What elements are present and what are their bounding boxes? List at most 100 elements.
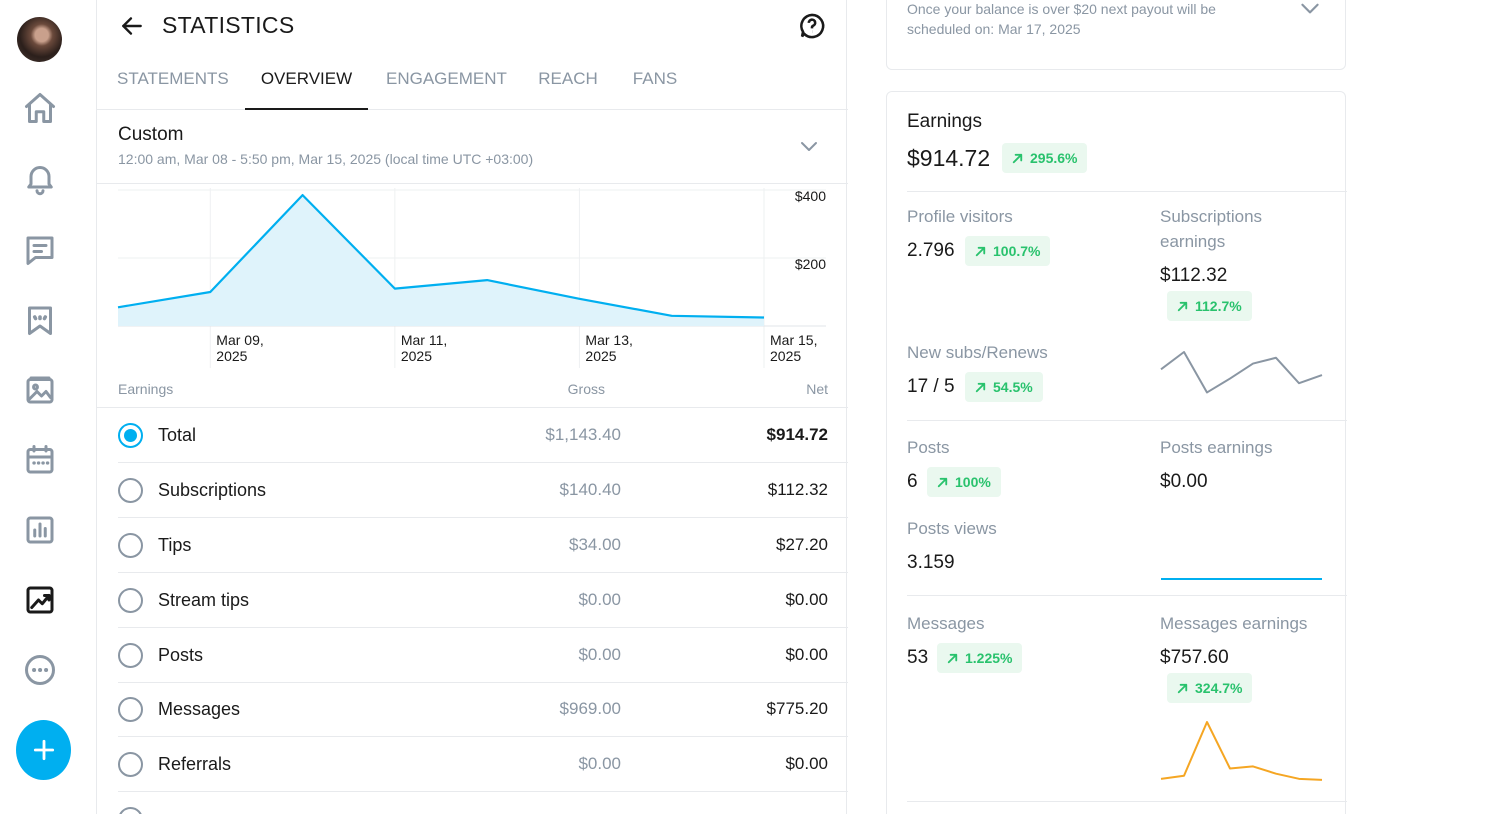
payout-info: Once your balance is over $20 next payou… (907, 0, 1287, 39)
table-row-partial[interactable] (118, 792, 848, 814)
page-header: STATISTICS (97, 0, 848, 52)
statistics-icon[interactable] (20, 580, 60, 620)
messages-earnings-value: $757.60 (1160, 647, 1229, 668)
divider (907, 191, 1347, 192)
x-tick-label: Mar 15, (770, 332, 817, 348)
row-label: Messages (158, 699, 241, 719)
x-tick-label: 2025 (585, 348, 616, 364)
arrow-up-right-icon (1177, 683, 1188, 693)
statements-icon[interactable] (20, 510, 60, 550)
col-net: Net (806, 381, 828, 397)
table-row-stream-tips[interactable]: Stream tips $0.00 $0.00 (118, 573, 848, 628)
chevron-down-icon[interactable] (1297, 0, 1323, 26)
radio-tips[interactable] (118, 533, 143, 558)
radio-referrals[interactable] (118, 752, 143, 777)
vault-icon[interactable] (20, 370, 60, 410)
arrow-up-right-icon (1012, 153, 1023, 163)
radio-messages[interactable] (118, 697, 143, 722)
messages-earnings-badge: 324.7% (1167, 673, 1253, 703)
sidebar (0, 0, 80, 814)
posts-label: Posts (907, 438, 950, 457)
help-button[interactable] (797, 11, 827, 41)
messages-value: 53 (907, 647, 929, 668)
radio-posts[interactable] (118, 643, 143, 668)
bell-icon[interactable] (20, 158, 60, 198)
row-gross: $969.00 (559, 699, 621, 718)
radio-subscriptions[interactable] (118, 478, 143, 503)
tab-overview[interactable]: OVERVIEW (245, 52, 368, 110)
tab-statements[interactable]: STATEMENTS (117, 69, 229, 88)
badge-text: 54.5% (993, 379, 1033, 395)
x-tick-label: Mar 09, (216, 332, 263, 348)
subscriptions-earnings-label-1: Subscriptions (1160, 207, 1263, 226)
row-net: $0.00 (785, 590, 828, 609)
row-net: $775.20 (766, 699, 828, 718)
date-range-selector[interactable]: Custom 12:00 am, Mar 08 - 5:50 pm, Mar 1… (97, 110, 848, 184)
badge-text: 100% (955, 474, 991, 490)
tab-engagement[interactable]: ENGAGEMENT (386, 69, 507, 88)
table-row-referrals[interactable]: Referrals $0.00 $0.00 (118, 737, 848, 792)
posts-earnings-label: Posts earnings (1160, 438, 1273, 457)
table-row-total[interactable]: Total $1,143.40 $914.72 (118, 408, 848, 463)
divider (907, 595, 1347, 596)
stats-summary-card: Earnings $914.72 295.6% Profile visitors… (886, 91, 1347, 814)
messages-icon[interactable] (20, 230, 60, 270)
subscriptions-earnings-label-2: earnings (1160, 232, 1226, 251)
badge-text: 112.7% (1195, 298, 1242, 314)
x-tick-label: 2025 (770, 348, 801, 364)
x-tick-label: 2025 (401, 348, 432, 364)
avatar[interactable] (17, 17, 62, 62)
payout-line-2: scheduled on: Mar 17, 2025 (907, 21, 1081, 37)
posts-value: 6 (907, 471, 918, 492)
tab-reach[interactable]: REACH (538, 69, 598, 88)
divider (907, 420, 1347, 421)
radio-stream-tips[interactable] (118, 588, 143, 613)
row-label: Stream tips (158, 590, 250, 610)
arrow-up-right-icon (947, 653, 958, 663)
new-subs-badge: 54.5% (965, 372, 1043, 402)
subscriptions-earnings-value: $112.32 (1160, 265, 1228, 286)
posts-badge: 100% (927, 467, 1001, 497)
row-label: Posts (158, 645, 204, 665)
table-row-posts[interactable]: Posts $0.00 $0.00 (118, 628, 848, 683)
row-gross: $0.00 (578, 590, 621, 609)
payout-line-1: Once your balance is over $20 next payou… (907, 1, 1216, 17)
home-icon[interactable] (20, 88, 60, 128)
row-gross: $0.00 (578, 754, 621, 773)
row-gross: $140.40 (559, 480, 621, 499)
table-row-messages[interactable]: Messages $969.00 $775.20 (118, 682, 848, 737)
messages-badge: 1.225% (937, 643, 1023, 673)
range-subtitle: 12:00 am, Mar 08 - 5:50 pm, Mar 15, 2025… (118, 151, 534, 167)
arrow-up-right-icon (1177, 301, 1188, 311)
new-subs-sparkline (1160, 351, 1323, 394)
radio-partial[interactable] (118, 807, 143, 814)
tab-fans[interactable]: FANS (632, 69, 678, 88)
x-tick-label: Mar 13, (585, 332, 632, 348)
payout-card: Once your balance is over $20 next payou… (886, 0, 1346, 70)
calendar-icon[interactable] (20, 440, 60, 480)
posts-views-value: 3.159 (907, 552, 955, 573)
row-gross: $34.00 (569, 535, 621, 554)
radio-total[interactable] (118, 423, 143, 448)
subscriptions-earnings-badge: 112.7% (1167, 291, 1252, 321)
table-row-subscriptions[interactable]: Subscriptions $140.40 $112.32 (118, 463, 848, 518)
earnings-change-badge: 295.6% (1002, 143, 1088, 173)
new-post-button[interactable] (16, 720, 71, 780)
earnings-title: Earnings (907, 111, 982, 132)
area-fill (118, 195, 764, 326)
row-net: $0.00 (785, 645, 828, 664)
earnings-value: $914.72 (907, 145, 991, 171)
collections-icon[interactable] (20, 300, 60, 340)
range-title: Custom (118, 124, 184, 145)
tab-bar: STATEMENTS OVERVIEW ENGAGEMENT REACH FAN… (97, 52, 848, 110)
sparkline-path (1160, 351, 1323, 394)
sparkline-path (1160, 721, 1323, 781)
table-row-tips[interactable]: Tips $34.00 $27.20 (118, 518, 848, 573)
y-tick-label: $200 (795, 256, 826, 272)
back-button[interactable] (117, 11, 147, 41)
chevron-down-icon[interactable] (797, 134, 825, 162)
col-gross: Gross (567, 381, 605, 397)
series-line (117, 194, 765, 319)
more-icon[interactable] (20, 650, 60, 690)
row-label: Total (158, 425, 197, 445)
